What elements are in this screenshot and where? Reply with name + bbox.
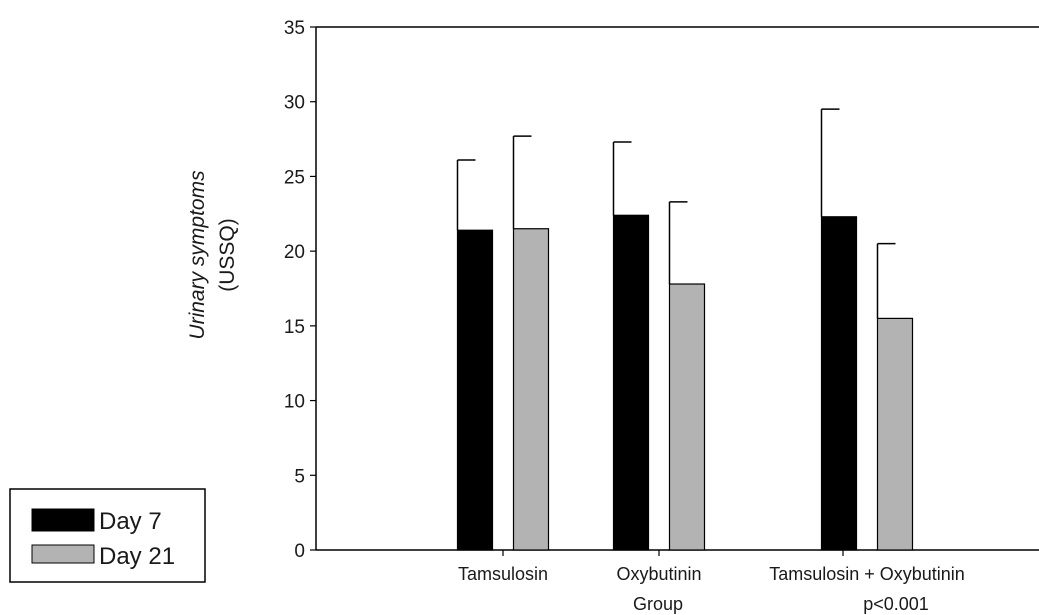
- y-tick-label: 20: [284, 242, 305, 263]
- y-axis-ticks: 0 5 10 15 20 25 30 35: [284, 18, 316, 562]
- y-axis-label-line1: Urinary symptoms: [186, 170, 209, 340]
- bars: [456, 108, 914, 551]
- y-tick-label: 10: [284, 392, 305, 413]
- legend-label-day7: Day 7: [99, 508, 162, 535]
- legend: Day 7 Day 21: [9, 488, 206, 583]
- y-tick-label: 5: [294, 466, 305, 487]
- x-tick-label: Tamsulosin + Oxybutinin: [769, 564, 965, 584]
- significance-annotation: p<0.001: [863, 594, 929, 614]
- x-axis-ticks: Tamsulosin Oxybutinin Tamsulosin + Oxybuti…: [458, 550, 965, 584]
- legend-label-day21: Day 21: [99, 543, 175, 570]
- x-tick-label: Tamsulosin: [458, 564, 548, 584]
- y-tick-label: 35: [284, 18, 305, 39]
- bar: [876, 317, 914, 551]
- legend-swatch-day21: [31, 544, 95, 564]
- y-tick-label: 30: [284, 93, 305, 114]
- bar: [820, 216, 858, 551]
- y-tick-label: 0: [294, 541, 305, 562]
- y-axis-label-line2: (USSQ): [216, 218, 239, 292]
- y-axis-label: Urinary symptoms (USSQ): [186, 170, 239, 340]
- legend-swatch-day7: [31, 508, 95, 532]
- bar: [456, 229, 494, 551]
- bar: [668, 283, 706, 551]
- bar: [612, 214, 650, 551]
- x-tick-label: Oxybutinin: [616, 564, 701, 584]
- legend-box: [9, 488, 206, 583]
- y-tick-label: 25: [284, 167, 305, 188]
- y-tick-label: 15: [284, 317, 305, 338]
- x-axis-label: Group: [633, 594, 683, 614]
- bar: [512, 228, 550, 551]
